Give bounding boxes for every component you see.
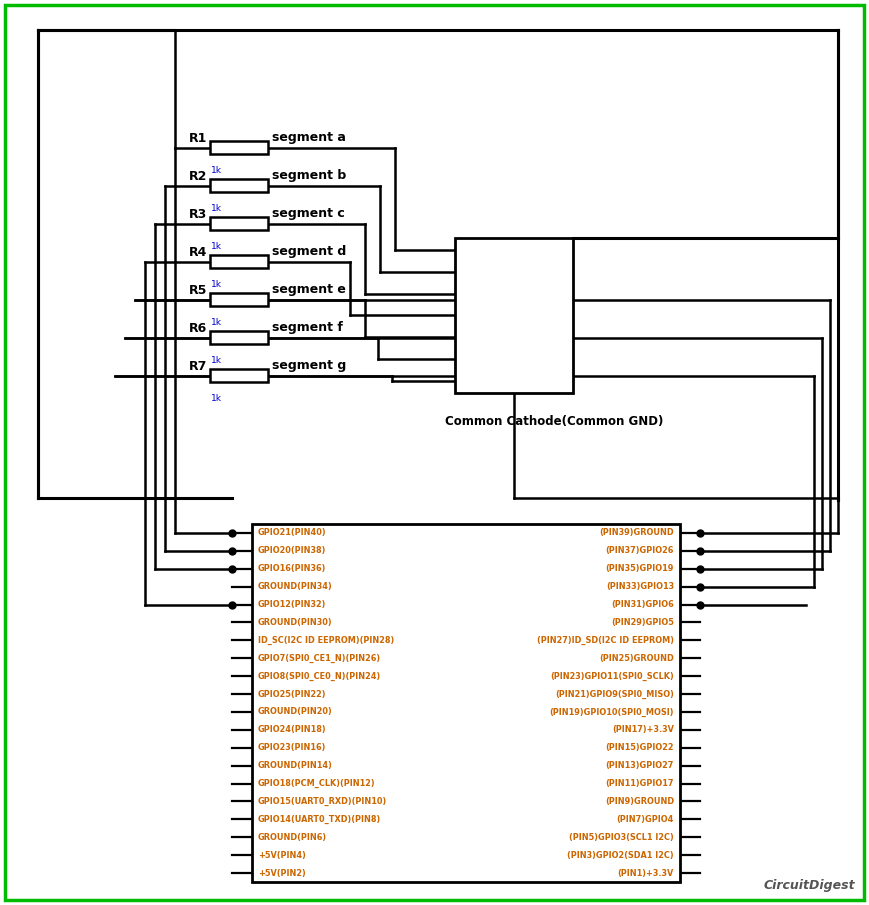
Text: (PIN31)GPIO6: (PIN31)GPIO6 bbox=[611, 600, 674, 609]
Text: 1k: 1k bbox=[211, 394, 222, 403]
Text: GPIO20(PIN38): GPIO20(PIN38) bbox=[258, 547, 327, 556]
Bar bbox=[210, 369, 268, 383]
Text: (PIN13)GPIO27: (PIN13)GPIO27 bbox=[606, 761, 674, 770]
Text: GPIO14(UART0_TXD)(PIN8): GPIO14(UART0_TXD)(PIN8) bbox=[258, 814, 381, 824]
Text: R1: R1 bbox=[189, 131, 207, 145]
Text: GPIO16(PIN36): GPIO16(PIN36) bbox=[258, 564, 327, 573]
Text: segment g: segment g bbox=[272, 359, 346, 373]
Bar bbox=[210, 255, 268, 269]
Text: (PIN27)ID_SD(I2C ID EEPROM): (PIN27)ID_SD(I2C ID EEPROM) bbox=[537, 636, 674, 645]
Bar bbox=[210, 293, 268, 307]
Text: Common Cathode(Common GND): Common Cathode(Common GND) bbox=[445, 414, 663, 427]
Text: (PIN11)GPIO17: (PIN11)GPIO17 bbox=[606, 779, 674, 788]
Text: GPIO23(PIN16): GPIO23(PIN16) bbox=[258, 743, 327, 752]
Text: R5: R5 bbox=[189, 283, 207, 297]
Text: CircuitDigest: CircuitDigest bbox=[763, 879, 855, 892]
Text: segment c: segment c bbox=[272, 207, 345, 221]
Text: (PIN19)GPIO10(SPI0_MOSI): (PIN19)GPIO10(SPI0_MOSI) bbox=[549, 708, 674, 717]
Bar bbox=[210, 217, 268, 231]
Text: (PIN29)GPIO5: (PIN29)GPIO5 bbox=[611, 618, 674, 627]
Text: GPIO12(PIN32): GPIO12(PIN32) bbox=[258, 600, 327, 609]
Text: R6: R6 bbox=[189, 321, 207, 335]
Text: R3: R3 bbox=[189, 207, 207, 221]
Bar bbox=[455, 238, 573, 393]
Bar bbox=[210, 141, 268, 155]
Text: GPIO24(PIN18): GPIO24(PIN18) bbox=[258, 725, 327, 734]
Text: (PIN35)GPIO19: (PIN35)GPIO19 bbox=[606, 564, 674, 573]
Text: GROUND(PIN20): GROUND(PIN20) bbox=[258, 708, 333, 717]
Text: R4: R4 bbox=[189, 245, 207, 259]
Text: (PIN25)GROUND: (PIN25)GROUND bbox=[600, 653, 674, 662]
Text: 1k: 1k bbox=[211, 318, 222, 327]
Bar bbox=[210, 179, 268, 193]
Text: (PIN5)GPIO3(SCL1 I2C): (PIN5)GPIO3(SCL1 I2C) bbox=[569, 833, 674, 842]
Text: R2: R2 bbox=[189, 169, 207, 183]
Text: (PIN3)GPIO2(SDA1 I2C): (PIN3)GPIO2(SDA1 I2C) bbox=[567, 851, 674, 860]
Text: (PIN17)+3.3V: (PIN17)+3.3V bbox=[612, 725, 674, 734]
Text: +5V(PIN4): +5V(PIN4) bbox=[258, 851, 306, 860]
Text: +5V(PIN2): +5V(PIN2) bbox=[258, 869, 306, 878]
Text: R7: R7 bbox=[189, 359, 207, 373]
Text: GPIO7(SPI0_CE1_N)(PIN26): GPIO7(SPI0_CE1_N)(PIN26) bbox=[258, 653, 381, 662]
Text: GPIO25(PIN22): GPIO25(PIN22) bbox=[258, 690, 327, 699]
Text: (PIN33)GPIO13: (PIN33)GPIO13 bbox=[606, 582, 674, 591]
Text: 1k: 1k bbox=[211, 242, 222, 251]
Text: (PIN9)GROUND: (PIN9)GROUND bbox=[605, 797, 674, 806]
Text: GROUND(PIN14): GROUND(PIN14) bbox=[258, 761, 333, 770]
Text: GPIO15(UART0_RXD)(PIN10): GPIO15(UART0_RXD)(PIN10) bbox=[258, 797, 388, 806]
Text: (PIN21)GPIO9(SPI0_MISO): (PIN21)GPIO9(SPI0_MISO) bbox=[555, 690, 674, 699]
Text: (PIN23)GPIO11(SPI0_SCLK): (PIN23)GPIO11(SPI0_SCLK) bbox=[550, 672, 674, 681]
Text: 1k: 1k bbox=[211, 280, 222, 289]
Text: segment b: segment b bbox=[272, 169, 346, 183]
Text: 1k: 1k bbox=[211, 204, 222, 213]
Text: GPIO21(PIN40): GPIO21(PIN40) bbox=[258, 529, 327, 538]
Text: segment e: segment e bbox=[272, 283, 346, 297]
Text: segment f: segment f bbox=[272, 321, 343, 335]
Text: GPIO8(SPI0_CE0_N)(PIN24): GPIO8(SPI0_CE0_N)(PIN24) bbox=[258, 672, 381, 681]
Text: (PIN7)GPIO4: (PIN7)GPIO4 bbox=[617, 814, 674, 824]
Text: (PIN1)+3.3V: (PIN1)+3.3V bbox=[618, 869, 674, 878]
Text: GROUND(PIN30): GROUND(PIN30) bbox=[258, 618, 333, 627]
Text: GPIO18(PCM_CLK)(PIN12): GPIO18(PCM_CLK)(PIN12) bbox=[258, 779, 375, 788]
Text: ID_SC(I2C ID EEPROM)(PIN28): ID_SC(I2C ID EEPROM)(PIN28) bbox=[258, 636, 395, 645]
Text: GROUND(PIN34): GROUND(PIN34) bbox=[258, 582, 333, 591]
Bar bbox=[210, 331, 268, 345]
Text: segment a: segment a bbox=[272, 131, 346, 145]
Bar bbox=[252, 524, 680, 882]
Text: (PIN15)GPIO22: (PIN15)GPIO22 bbox=[606, 743, 674, 752]
Text: (PIN39)GROUND: (PIN39)GROUND bbox=[600, 529, 674, 538]
Text: (PIN37)GPIO26: (PIN37)GPIO26 bbox=[606, 547, 674, 556]
Text: GROUND(PIN6): GROUND(PIN6) bbox=[258, 833, 327, 842]
Text: segment d: segment d bbox=[272, 245, 346, 259]
Text: 1k: 1k bbox=[211, 356, 222, 365]
Text: 1k: 1k bbox=[211, 166, 222, 175]
